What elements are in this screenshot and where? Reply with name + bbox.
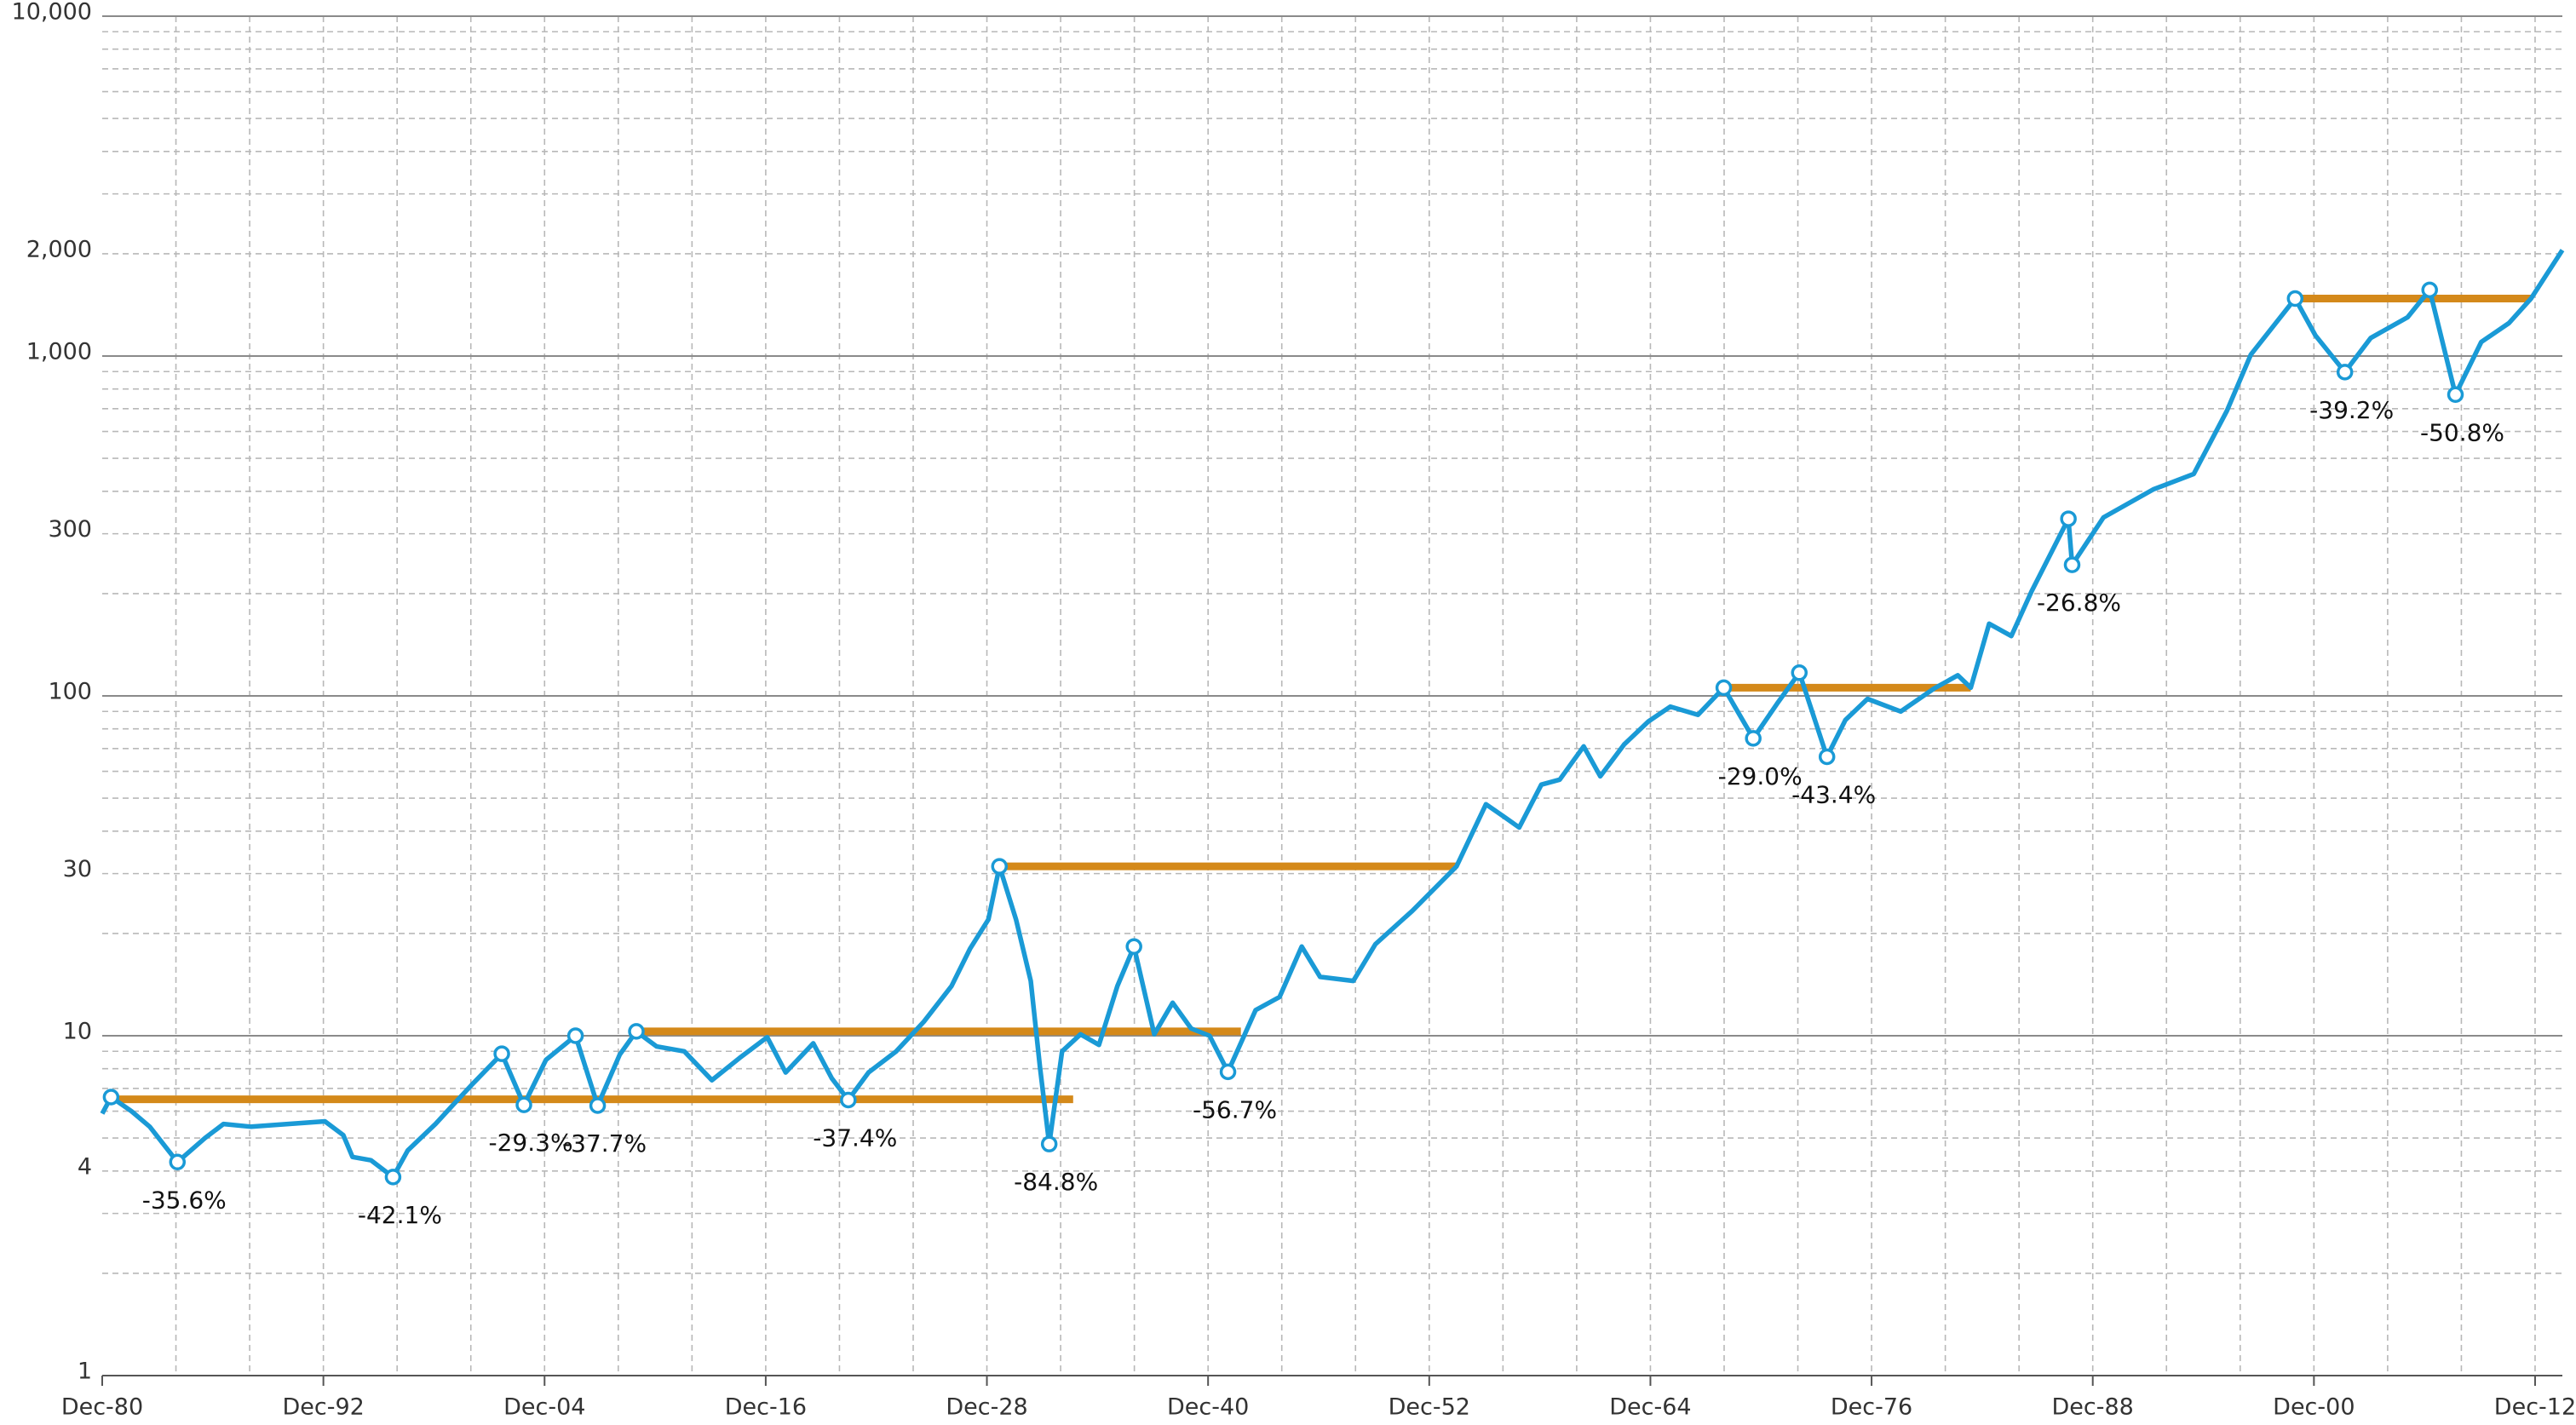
trough-marker <box>2336 364 2354 381</box>
peak-marker <box>2060 510 2077 527</box>
drawdown-label: -50.8% <box>2420 418 2504 446</box>
price-line <box>100 249 2565 1180</box>
trough-marker <box>1818 748 1836 766</box>
trough-marker <box>589 1097 607 1114</box>
peak-marker <box>102 1089 120 1106</box>
peak-marker <box>2421 281 2438 299</box>
trough-marker <box>169 1153 187 1171</box>
trough-marker <box>1040 1135 1058 1152</box>
x-tick-label: Dec-80 <box>61 1394 143 1421</box>
drawdown-label: -37.4% <box>813 1123 897 1152</box>
x-tick-label: Dec-04 <box>503 1394 585 1421</box>
trough-marker <box>2447 386 2464 404</box>
trough-marker <box>2063 556 2081 573</box>
peak-marker <box>628 1023 645 1040</box>
y-tick-label: 1,000 <box>26 339 92 365</box>
y-tick-label: 30 <box>63 856 92 882</box>
drawdown-label: -29.3% <box>489 1129 573 1157</box>
peak-marker <box>1125 938 1142 956</box>
y-tick-label: 2,000 <box>26 236 92 262</box>
drawdown-label: -29.0% <box>1718 762 1803 790</box>
peak-marker <box>1791 664 1808 681</box>
y-tick-label: 300 <box>48 516 92 543</box>
drawdown-label: -84.8% <box>1014 1168 1098 1196</box>
trough-marker <box>1745 730 1762 747</box>
trough-marker <box>384 1169 402 1186</box>
trough-marker <box>515 1096 532 1113</box>
x-tick-label: Dec-92 <box>282 1394 364 1421</box>
peak-marker <box>2286 290 2304 307</box>
peak-marker <box>493 1045 510 1062</box>
x-tick-label: Dec-16 <box>725 1394 807 1421</box>
x-tick-label: Dec-12 <box>2494 1394 2576 1421</box>
trough-marker <box>1219 1063 1237 1081</box>
drawdown-label: -39.2% <box>2309 396 2394 424</box>
x-tick-label: Dec-00 <box>2273 1394 2355 1421</box>
drawdown-label: -35.6% <box>142 1186 227 1214</box>
drawdown-label: -56.7% <box>1193 1095 1277 1123</box>
x-tick-label: Dec-64 <box>1609 1394 1691 1421</box>
drawdown-label: -42.1% <box>358 1201 442 1229</box>
x-tick-label: Dec-52 <box>1389 1394 1470 1421</box>
y-tick-label: 10 <box>63 1019 92 1045</box>
y-tick-label: 1 <box>78 1359 92 1385</box>
drawdown-label: -37.7% <box>562 1129 647 1158</box>
y-tick-label: 4 <box>78 1153 92 1180</box>
x-tick-label: Dec-88 <box>2052 1394 2134 1421</box>
peak-marker <box>1715 679 1733 697</box>
x-tick-label: Dec-76 <box>1831 1394 1912 1421</box>
x-tick-label: Dec-40 <box>1167 1394 1249 1421</box>
peak-marker <box>991 858 1009 875</box>
drawdown-label: -26.8% <box>2037 589 2121 617</box>
peak-marker <box>566 1027 584 1044</box>
x-tick-label: Dec-28 <box>946 1394 1027 1421</box>
drawdown-label: -43.4% <box>1791 780 1876 808</box>
y-tick-label: 100 <box>48 679 92 705</box>
trough-marker <box>840 1091 857 1109</box>
y-tick-label: 10,000 <box>12 0 92 26</box>
